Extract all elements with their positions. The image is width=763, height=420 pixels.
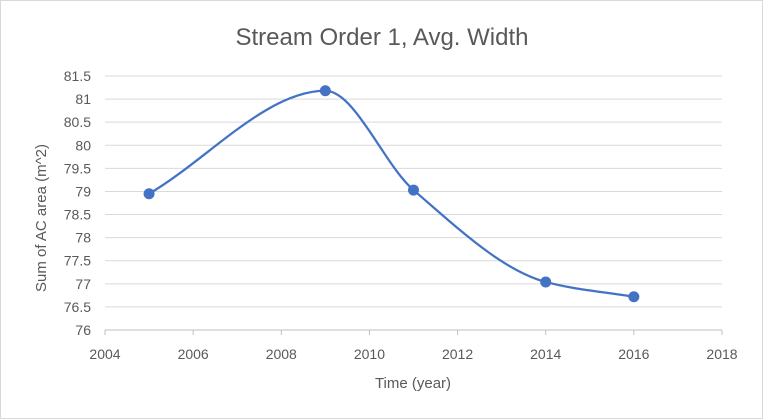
x-tick-label: 2012 bbox=[442, 346, 473, 362]
y-tick-label: 77.5 bbox=[64, 253, 91, 269]
y-tick-label: 80.5 bbox=[64, 114, 91, 130]
series bbox=[143, 85, 640, 303]
data-point bbox=[408, 184, 419, 196]
y-tick-label: 80 bbox=[75, 137, 91, 153]
data-point bbox=[628, 291, 640, 303]
x-tick-label: 2004 bbox=[89, 346, 120, 362]
y-tick-label: 81.5 bbox=[64, 68, 91, 84]
x-axis-title: Time (year) bbox=[375, 375, 451, 392]
data-point bbox=[540, 276, 552, 288]
y-tick-label: 76 bbox=[75, 322, 91, 338]
y-tick-label: 79.5 bbox=[64, 160, 91, 176]
x-tick-label: 2018 bbox=[706, 346, 737, 362]
series-line bbox=[148, 89, 635, 298]
y-axis-title: Sum of AC area (m^2) bbox=[33, 144, 50, 292]
chart-title: Stream Order 1, Avg. Width bbox=[235, 24, 528, 51]
x-tick-label: 2010 bbox=[354, 346, 385, 362]
x-tick-label: 2008 bbox=[266, 346, 297, 362]
y-tick-label: 76.5 bbox=[64, 299, 91, 315]
y-tick-label: 78.5 bbox=[64, 207, 91, 223]
x-tick-label: 2016 bbox=[618, 346, 649, 362]
y-tick-label: 78 bbox=[75, 230, 91, 246]
y-tick-label: 79 bbox=[75, 183, 91, 199]
axes: 76 76.5 77 77.5 78 78.5 79 79.5 80 80.5 81 81.5 2004… bbox=[64, 68, 738, 362]
x-tick-label: 2006 bbox=[178, 346, 209, 362]
data-point bbox=[319, 85, 331, 97]
y-tick-label: 81 bbox=[75, 91, 91, 107]
x-tick-label: 2014 bbox=[530, 346, 561, 362]
data-point bbox=[143, 188, 155, 200]
y-tick-label: 77 bbox=[75, 276, 91, 292]
